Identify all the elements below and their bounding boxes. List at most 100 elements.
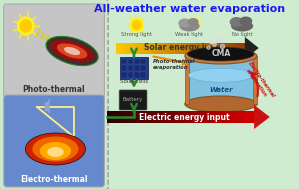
Bar bbox=[141, 59, 146, 64]
Bar bbox=[198, 111, 201, 123]
Bar bbox=[183, 43, 186, 53]
Bar bbox=[154, 111, 156, 123]
Text: Water: Water bbox=[209, 87, 233, 93]
Bar bbox=[236, 111, 239, 123]
Bar bbox=[153, 43, 156, 53]
Bar bbox=[190, 111, 192, 123]
Bar bbox=[231, 43, 233, 53]
Ellipse shape bbox=[188, 68, 253, 82]
FancyBboxPatch shape bbox=[4, 95, 104, 187]
Bar bbox=[203, 43, 205, 53]
Bar bbox=[166, 111, 169, 123]
Bar bbox=[196, 43, 199, 53]
Bar bbox=[122, 111, 125, 123]
Ellipse shape bbox=[187, 18, 199, 26]
Bar bbox=[225, 111, 228, 123]
Ellipse shape bbox=[57, 43, 87, 59]
Bar bbox=[221, 111, 224, 123]
Ellipse shape bbox=[239, 16, 252, 26]
Ellipse shape bbox=[231, 20, 253, 32]
Bar bbox=[218, 43, 220, 53]
Ellipse shape bbox=[187, 47, 254, 61]
Bar bbox=[244, 43, 246, 53]
Bar bbox=[139, 111, 141, 123]
Bar bbox=[121, 72, 127, 78]
Bar bbox=[116, 111, 118, 123]
Bar bbox=[152, 111, 154, 123]
Bar bbox=[134, 59, 140, 64]
Bar bbox=[183, 111, 186, 123]
FancyBboxPatch shape bbox=[120, 57, 148, 79]
Bar bbox=[112, 111, 114, 123]
Bar bbox=[166, 43, 169, 53]
Bar bbox=[217, 111, 219, 123]
Bar bbox=[173, 43, 175, 53]
Bar bbox=[198, 43, 201, 53]
Bar bbox=[121, 65, 127, 71]
Text: Strong light: Strong light bbox=[121, 32, 152, 37]
Bar bbox=[175, 111, 177, 123]
Bar bbox=[187, 43, 190, 53]
Bar bbox=[136, 43, 138, 53]
Bar bbox=[194, 111, 196, 123]
Bar bbox=[226, 43, 229, 53]
Bar bbox=[170, 43, 173, 53]
Bar bbox=[151, 43, 154, 53]
Bar bbox=[188, 56, 253, 104]
Bar bbox=[235, 43, 238, 53]
Bar bbox=[145, 111, 148, 123]
Bar bbox=[164, 43, 167, 53]
Bar bbox=[120, 111, 122, 123]
Bar bbox=[168, 111, 171, 123]
Bar bbox=[138, 43, 141, 53]
Bar bbox=[141, 111, 144, 123]
Bar bbox=[143, 111, 146, 123]
Ellipse shape bbox=[185, 48, 257, 64]
Text: Electro-thermal
evaporation: Electro-thermal evaporation bbox=[242, 60, 275, 102]
Bar bbox=[119, 43, 121, 53]
Bar bbox=[247, 111, 249, 123]
Circle shape bbox=[130, 18, 143, 32]
Circle shape bbox=[132, 20, 141, 29]
Bar bbox=[164, 111, 167, 123]
Text: Weak light: Weak light bbox=[176, 32, 204, 37]
Bar bbox=[190, 43, 192, 53]
Bar bbox=[211, 111, 213, 123]
Bar bbox=[253, 111, 256, 123]
Bar bbox=[233, 43, 236, 53]
Bar bbox=[240, 111, 243, 123]
Bar bbox=[140, 43, 143, 53]
Bar bbox=[125, 43, 128, 53]
Polygon shape bbox=[185, 56, 188, 104]
Bar bbox=[239, 43, 242, 53]
Circle shape bbox=[20, 20, 31, 32]
Bar bbox=[201, 43, 203, 53]
Bar bbox=[134, 43, 136, 53]
Bar bbox=[175, 43, 177, 53]
Bar bbox=[251, 111, 253, 123]
Bar bbox=[237, 43, 240, 53]
Bar bbox=[242, 43, 244, 53]
Text: Solar energy input: Solar energy input bbox=[144, 43, 225, 53]
Bar bbox=[162, 43, 164, 53]
Bar bbox=[232, 111, 234, 123]
Ellipse shape bbox=[46, 36, 98, 66]
Bar bbox=[228, 111, 230, 123]
Bar bbox=[116, 43, 119, 53]
Bar bbox=[181, 111, 184, 123]
Bar bbox=[185, 43, 188, 53]
Bar bbox=[109, 111, 112, 123]
Bar bbox=[192, 43, 195, 53]
Bar bbox=[187, 111, 190, 123]
Bar bbox=[135, 111, 137, 123]
Bar bbox=[242, 111, 245, 123]
Bar bbox=[220, 43, 222, 53]
Bar bbox=[207, 43, 210, 53]
Bar bbox=[149, 43, 151, 53]
FancyBboxPatch shape bbox=[119, 90, 147, 110]
Bar bbox=[194, 43, 197, 53]
Ellipse shape bbox=[40, 142, 71, 160]
Bar bbox=[156, 111, 158, 123]
Text: Photo-thermal
evaporation: Photo-thermal evaporation bbox=[152, 59, 195, 70]
Bar bbox=[196, 111, 199, 123]
